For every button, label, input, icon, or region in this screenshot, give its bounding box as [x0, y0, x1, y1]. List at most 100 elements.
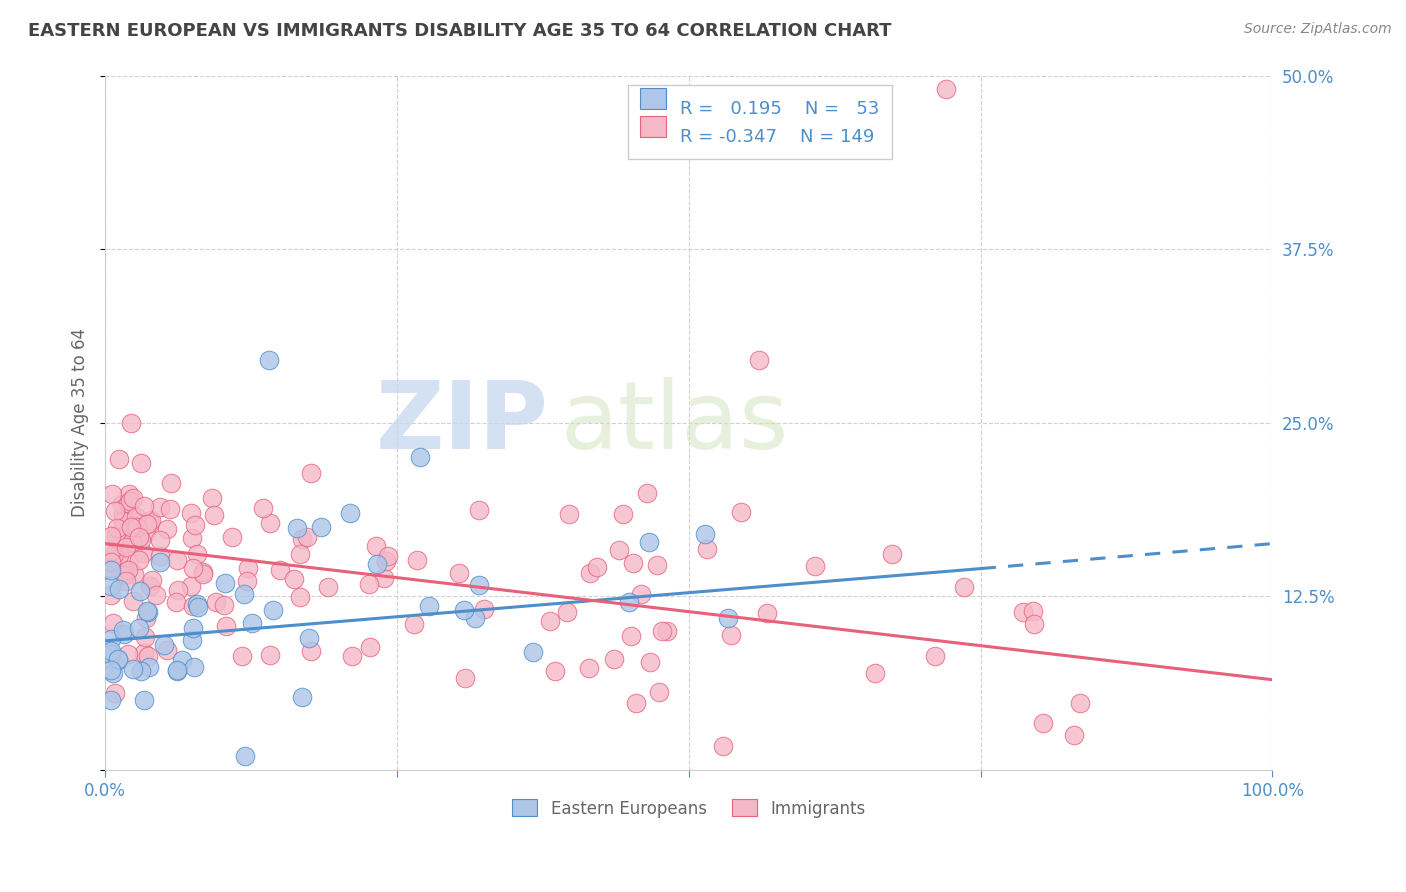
Point — [134, 693, 156, 707]
Point — [404, 616, 426, 631]
Point — [105, 552, 128, 566]
Point — [100, 544, 122, 558]
Point — [108, 582, 131, 597]
Point — [104, 686, 127, 700]
Point — [111, 514, 134, 528]
Point — [748, 353, 770, 368]
Point — [212, 599, 235, 613]
Point — [240, 616, 263, 631]
Point — [259, 516, 281, 530]
Point — [717, 610, 740, 624]
Point — [107, 533, 129, 547]
Point — [129, 664, 152, 678]
Point — [111, 497, 134, 511]
Point — [377, 549, 399, 563]
Point — [187, 599, 209, 614]
Point — [299, 644, 322, 658]
Point — [160, 476, 183, 491]
Point — [112, 623, 135, 637]
Point — [291, 532, 314, 546]
Point — [136, 649, 159, 664]
Point — [111, 507, 134, 521]
Point — [1011, 605, 1033, 619]
Point — [201, 491, 224, 506]
Point — [285, 521, 308, 535]
Point — [880, 547, 903, 561]
Point — [555, 605, 578, 619]
Point — [100, 632, 122, 646]
Point — [121, 593, 143, 607]
Point — [149, 500, 172, 514]
Point — [630, 587, 652, 601]
Point — [288, 547, 311, 561]
Point — [112, 626, 135, 640]
Point — [299, 466, 322, 480]
Point — [135, 524, 157, 539]
Point — [100, 487, 122, 501]
Point — [166, 665, 188, 679]
Point — [288, 591, 311, 605]
Point — [103, 548, 125, 562]
Point — [730, 505, 752, 519]
Point — [464, 611, 486, 625]
Point — [236, 574, 259, 588]
Point — [129, 533, 152, 547]
Point — [544, 664, 567, 678]
Point — [101, 616, 124, 631]
Point — [153, 638, 176, 652]
Point — [132, 500, 155, 514]
Point — [262, 602, 284, 616]
Text: EASTERN EUROPEAN VS IMMIGRANTS DISABILITY AGE 35 TO 64 CORRELATION CHART: EASTERN EUROPEAN VS IMMIGRANTS DISABILIT… — [28, 22, 891, 40]
Point — [624, 696, 647, 710]
Y-axis label: Disability Age 35 to 64: Disability Age 35 to 64 — [72, 328, 89, 517]
Point — [100, 552, 122, 566]
Point — [1063, 728, 1085, 742]
Point — [468, 503, 491, 517]
Point — [129, 456, 152, 470]
Point — [468, 578, 491, 592]
Point — [252, 501, 274, 516]
Point — [117, 647, 139, 661]
Point — [181, 561, 204, 575]
Point — [283, 572, 305, 586]
Point — [120, 508, 142, 523]
Point — [696, 542, 718, 557]
Point — [693, 527, 716, 541]
Point — [316, 580, 339, 594]
Point — [100, 693, 122, 707]
Point — [115, 574, 138, 588]
Point — [655, 624, 678, 639]
Point — [924, 648, 946, 663]
Point — [1069, 696, 1091, 710]
Point — [366, 557, 388, 571]
Point — [149, 549, 172, 563]
Point — [621, 556, 644, 570]
Point — [117, 495, 139, 509]
Point — [141, 573, 163, 587]
Point — [121, 535, 143, 549]
Point — [114, 541, 136, 555]
Point — [107, 653, 129, 667]
Point — [135, 611, 157, 625]
Point — [180, 506, 202, 520]
Point — [636, 485, 658, 500]
Point — [118, 487, 141, 501]
Point — [405, 553, 427, 567]
Point — [100, 563, 122, 577]
Point — [233, 749, 256, 764]
Point — [602, 651, 624, 665]
Point — [186, 547, 208, 561]
Point — [472, 602, 495, 616]
Point — [935, 82, 957, 96]
Point — [863, 666, 886, 681]
Point — [122, 566, 145, 581]
Point — [620, 629, 643, 643]
Point — [138, 659, 160, 673]
Point — [291, 690, 314, 705]
Point — [205, 595, 228, 609]
Point — [132, 646, 155, 660]
Point — [180, 579, 202, 593]
Point — [364, 539, 387, 553]
Point — [105, 529, 128, 543]
Point — [295, 531, 318, 545]
